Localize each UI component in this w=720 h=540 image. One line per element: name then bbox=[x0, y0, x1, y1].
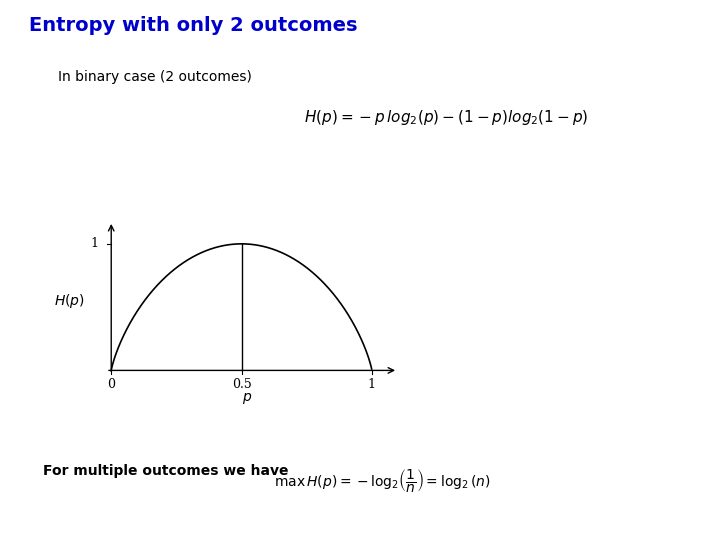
Text: Entropy with only 2 outcomes: Entropy with only 2 outcomes bbox=[29, 16, 357, 35]
Text: $H(p)$: $H(p)$ bbox=[54, 292, 85, 310]
Text: 1: 1 bbox=[368, 378, 376, 391]
Text: $H(p) = -p\,log_2(p) - (1-p)log_2(1-p)$: $H(p) = -p\,log_2(p) - (1-p)log_2(1-p)$ bbox=[304, 108, 589, 127]
Text: For multiple outcomes we have: For multiple outcomes we have bbox=[43, 464, 289, 478]
Text: In binary case (2 outcomes): In binary case (2 outcomes) bbox=[58, 70, 251, 84]
Text: $\mathrm{max}\,H(p) = -\log_2\!\left(\dfrac{1}{n}\right) = \log_2(n)$: $\mathrm{max}\,H(p) = -\log_2\!\left(\df… bbox=[274, 467, 490, 494]
Text: 0.5: 0.5 bbox=[232, 378, 251, 391]
Text: $p$: $p$ bbox=[242, 390, 252, 406]
Text: 0: 0 bbox=[107, 378, 115, 391]
Text: 1: 1 bbox=[90, 238, 98, 251]
